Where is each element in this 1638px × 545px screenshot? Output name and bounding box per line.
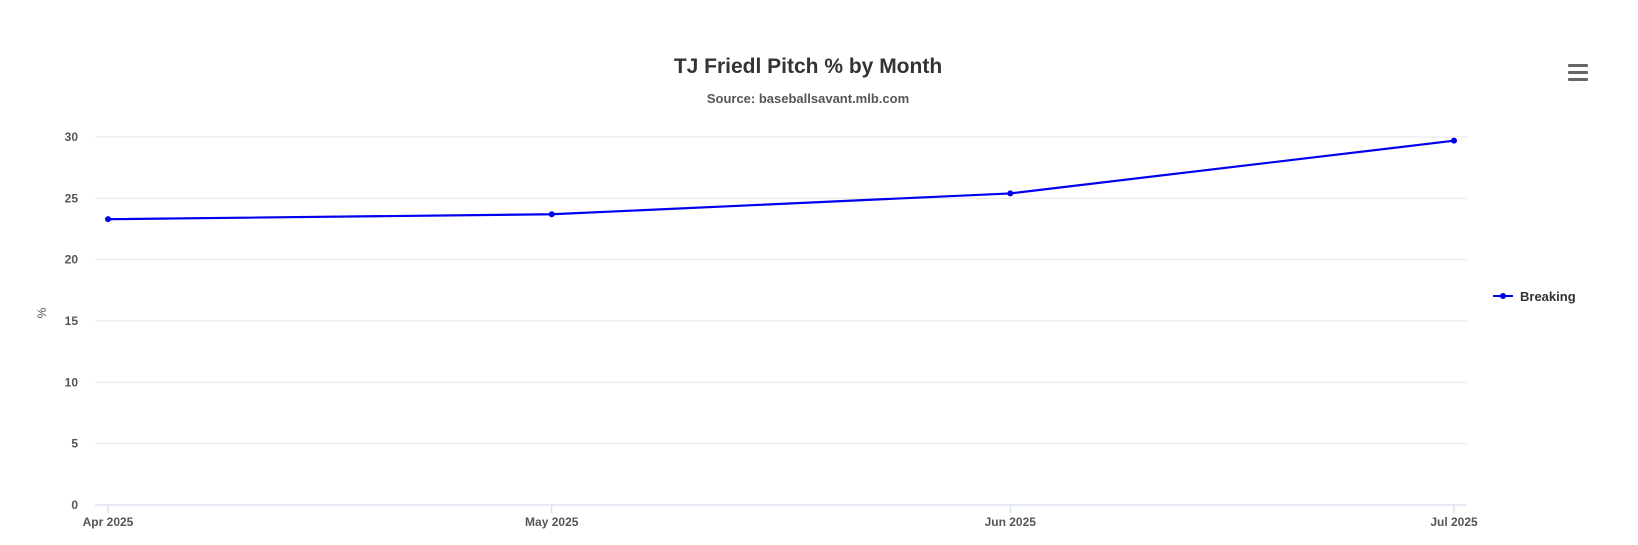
x-tick-label-2: Jun 2025 <box>985 515 1037 529</box>
y-tick-label-15: 15 <box>65 314 79 328</box>
legend-label-breaking: Breaking <box>1520 289 1576 304</box>
legend-marker-breaking <box>1500 293 1506 299</box>
y-tick-label-25: 25 <box>65 191 79 205</box>
x-axis-tick-labels: Apr 2025 May 2025 Jun 2025 Jul 2025 <box>83 515 1478 529</box>
chart-title: TJ Friedl Pitch % by Month <box>674 55 942 78</box>
hamburger-menu-icon[interactable] <box>1560 54 1596 90</box>
grid-lines <box>95 136 1467 513</box>
y-tick-label-10: 10 <box>65 375 79 389</box>
y-axis-tick-labels: 0 5 10 15 20 25 30 <box>65 130 79 512</box>
y-axis-label: % <box>35 307 49 318</box>
menu-bar-bottom <box>1568 78 1588 81</box>
series-group <box>105 137 1457 223</box>
series-line-breaking[interactable] <box>107 139 1455 221</box>
y-tick-label-5: 5 <box>71 437 78 451</box>
y-tick-label-0: 0 <box>71 498 78 512</box>
data-point-breaking-1[interactable] <box>548 211 555 218</box>
x-tick-label-3: Jul 2025 <box>1430 515 1478 529</box>
y-tick-label-30: 30 <box>65 130 79 144</box>
chart-subtitle: Source: baseballsavant.mlb.com <box>707 91 909 106</box>
menu-bar-middle <box>1568 71 1588 74</box>
menu-bar-top <box>1568 64 1588 67</box>
data-point-breaking-3[interactable] <box>1451 137 1457 144</box>
y-tick-label-20: 20 <box>65 253 79 267</box>
x-tick-label-0: Apr 2025 <box>83 515 134 529</box>
x-tick-label-1: May 2025 <box>525 515 579 529</box>
legend[interactable]: Breaking <box>1493 289 1576 304</box>
data-point-breaking-0[interactable] <box>105 216 111 223</box>
data-point-breaking-2[interactable] <box>1007 190 1014 197</box>
